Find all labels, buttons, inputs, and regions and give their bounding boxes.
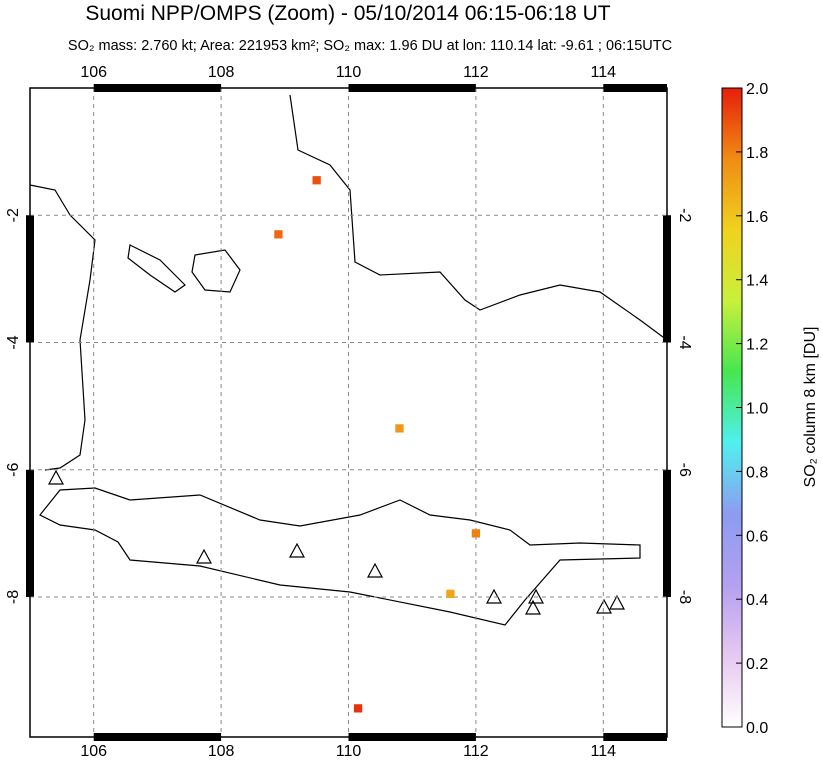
colorbar-tick-label: 0.6 (746, 528, 768, 545)
map-frame (29, 87, 668, 738)
lon-tick-label: 112 (463, 743, 489, 759)
lon-tick-label: 112 (463, 64, 489, 81)
lat-tick-label: -2 (676, 208, 693, 222)
subtitle: SO₂ mass: 2.760 kt; Area: 221953 km²; SO… (68, 38, 672, 54)
so2-pixel (446, 589, 455, 598)
so2-pixel (395, 424, 404, 433)
lat-tick-label: -2 (5, 208, 22, 222)
lon-tick-label: 106 (80, 64, 107, 81)
lon-tick-label: 106 (80, 743, 107, 759)
so2-pixel (312, 176, 321, 185)
colorbar-tick-label: 1.8 (746, 145, 768, 162)
map-area (30, 88, 667, 737)
colorbar-tick-label: 0.0 (746, 720, 768, 737)
coast-belitung (191, 249, 241, 293)
coast-borneo (289, 94, 668, 341)
colorbar-tick-label: 1.4 (746, 273, 768, 290)
colorbar-tick-label: 0.4 (746, 592, 768, 609)
colorbar-tick-label: 1.0 (746, 401, 768, 418)
lat-tick-label: -4 (676, 335, 693, 349)
colorbar-tick-label: 0.8 (746, 464, 768, 481)
coast-sumatra (29, 184, 96, 471)
so2-pixel (353, 704, 363, 713)
lon-tick-label: 114 (591, 64, 617, 81)
title: Suomi NPP/OMPS (Zoom) - 05/10/2014 06:15… (85, 2, 610, 25)
lon-tick-label: 110 (336, 64, 362, 81)
coast-bangka (127, 244, 186, 293)
colorbar-label: SO₂ column 8 km [DU] (802, 327, 819, 488)
lon-tick-label: 108 (208, 743, 235, 759)
so2-pixel (274, 230, 283, 239)
volcanoes (47, 469, 626, 615)
colorbar-tick-label: 0.2 (746, 656, 768, 673)
lat-tick-label: -6 (5, 463, 22, 477)
lat-tick-label: -8 (676, 590, 693, 604)
coast-java (39, 487, 641, 626)
lat-tick-label: -4 (5, 335, 22, 349)
colorbar-tick-label: 1.2 (746, 337, 768, 354)
lon-tick-label: 108 (208, 64, 235, 81)
lat-tick-label: -6 (676, 463, 693, 477)
coastlines (29, 94, 668, 626)
lon-tick-label: 114 (591, 743, 617, 759)
so2-pixel (471, 529, 481, 538)
colorbar-tick-label: 1.6 (746, 209, 768, 226)
lat-tick-label: -8 (5, 590, 22, 604)
colorbar-tick-label: 2.0 (746, 81, 768, 98)
lon-tick-label: 110 (336, 743, 362, 759)
volcano-markers (47, 469, 626, 615)
